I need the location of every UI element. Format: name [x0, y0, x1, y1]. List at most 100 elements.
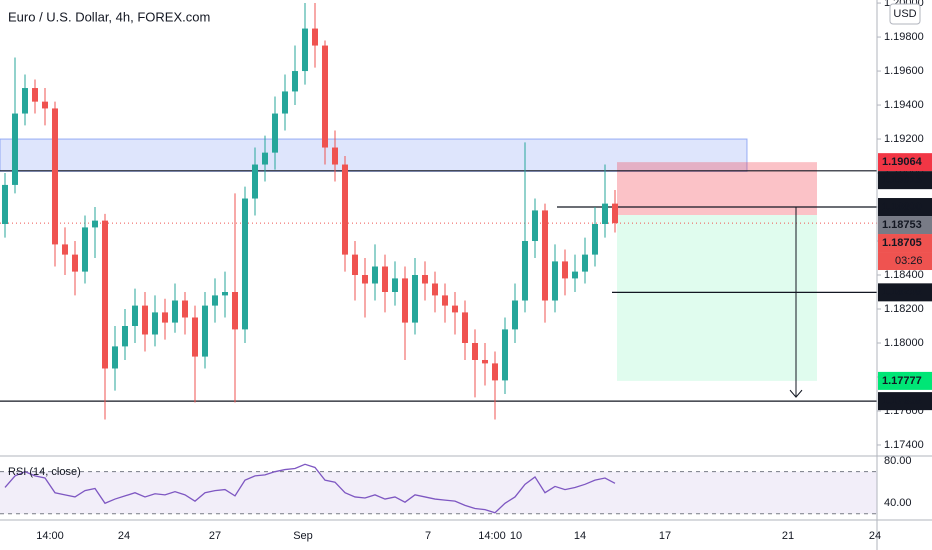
candle-body — [372, 266, 378, 284]
rsi-tick-label: 40.00 — [884, 497, 912, 509]
candle-body — [392, 278, 398, 293]
candle-body — [602, 203, 608, 225]
candle-body — [92, 220, 98, 228]
candle-body — [592, 224, 598, 255]
zone-rect — [0, 138, 748, 172]
candle-body — [462, 312, 468, 343]
candle-body — [412, 275, 418, 323]
candle-body — [452, 305, 458, 313]
candle-body — [12, 113, 18, 185]
currency-label[interactable]: USD — [893, 8, 916, 20]
candle-body — [562, 261, 568, 279]
candle-body — [422, 275, 428, 284]
candle-body — [572, 271, 578, 279]
candle-body — [332, 147, 338, 165]
candle-body — [22, 88, 28, 114]
target-arrow-head — [789, 389, 803, 398]
price-badge-label: 1.19064 — [882, 156, 923, 168]
candle-body — [252, 164, 258, 199]
price-badge — [878, 198, 932, 217]
x-tick-label: 14:00 — [478, 530, 506, 542]
candle-body — [72, 254, 78, 272]
candle-body — [442, 295, 448, 306]
x-tick-label: 24 — [869, 530, 881, 542]
candle-body — [232, 292, 238, 330]
candle-body — [32, 88, 38, 102]
chart-title: Euro / U.S. Dollar, 4h, FOREX.com — [8, 9, 210, 24]
candle-body — [492, 363, 498, 381]
candle-body — [242, 198, 248, 330]
y-tick-label: 1.19600 — [884, 65, 924, 77]
candle-body — [362, 275, 368, 284]
candle-body — [112, 346, 118, 369]
price-badge — [878, 153, 932, 172]
candle-body — [582, 254, 588, 272]
candle-body — [532, 210, 538, 242]
candle-body — [262, 152, 268, 165]
rsi-band-fill — [0, 471, 877, 514]
candle-body — [182, 300, 188, 318]
candle-body — [482, 359, 488, 364]
main-layer — [0, 3, 877, 515]
x-tick-label: 10 — [510, 530, 522, 542]
price-badge — [878, 171, 932, 190]
rsi-tick-label: 80.00 — [884, 455, 912, 467]
position-reward — [617, 215, 817, 381]
candle-body — [292, 71, 298, 92]
candle-body — [402, 278, 408, 323]
candle-body — [222, 292, 228, 296]
candle-body — [302, 28, 308, 72]
candle-body — [152, 312, 158, 335]
candle-body — [312, 28, 318, 46]
x-tick-label: Sep — [293, 530, 313, 542]
price-badge-label: 1.17777 — [882, 375, 922, 387]
rsi-line — [4, 463, 616, 514]
candle-body — [192, 317, 198, 357]
price-badge-label: 1.18298 — [882, 286, 922, 298]
candle-body — [142, 305, 148, 335]
candle-body — [322, 45, 328, 148]
price-badge — [878, 392, 932, 411]
countdown-badge — [878, 252, 932, 271]
candle-body — [62, 244, 68, 255]
candle-body — [432, 283, 438, 296]
candle-body — [162, 312, 168, 323]
price-badge — [878, 234, 932, 253]
x-tick-label: 17 — [659, 530, 671, 542]
candle-body — [472, 342, 478, 360]
price-badge-label: 1.18705 — [882, 237, 922, 249]
candle-body — [352, 254, 358, 276]
candle-body — [172, 300, 178, 323]
x-tick-label: 14:00 — [36, 530, 64, 542]
price-badge-label: 1.18753 — [882, 219, 922, 231]
countdown-label: 03:26 — [895, 255, 923, 267]
x-tick-label: 24 — [118, 530, 130, 542]
y-tick-label: 1.19800 — [884, 31, 924, 43]
candle-body — [542, 210, 548, 301]
candle-body — [282, 91, 288, 114]
candle-body — [102, 220, 108, 369]
y-tick-label: 1.19400 — [884, 99, 924, 111]
price-badge-label: 1.19013 — [882, 174, 922, 186]
price-badge — [878, 371, 932, 390]
y-tick-label: 1.18400 — [884, 269, 924, 281]
candle-body — [522, 241, 528, 301]
candle-body — [552, 261, 558, 301]
candle-body — [132, 305, 138, 326]
candle-body — [42, 101, 48, 109]
price-badge-label: 1.17658 — [882, 395, 922, 407]
candle-body — [612, 203, 618, 224]
indicator-name: RSI (14, close) — [8, 466, 81, 478]
currency-box[interactable] — [889, 3, 921, 25]
candle-body — [82, 227, 88, 272]
candle-body — [342, 164, 348, 255]
candle-body — [502, 329, 508, 381]
x-tick-label: 14 — [574, 530, 586, 542]
x-tick-label: 27 — [209, 530, 221, 542]
candle-body — [382, 266, 388, 293]
y-tick-label: 1.19200 — [884, 133, 924, 145]
candle-body — [52, 108, 58, 245]
candle-body — [212, 295, 218, 306]
